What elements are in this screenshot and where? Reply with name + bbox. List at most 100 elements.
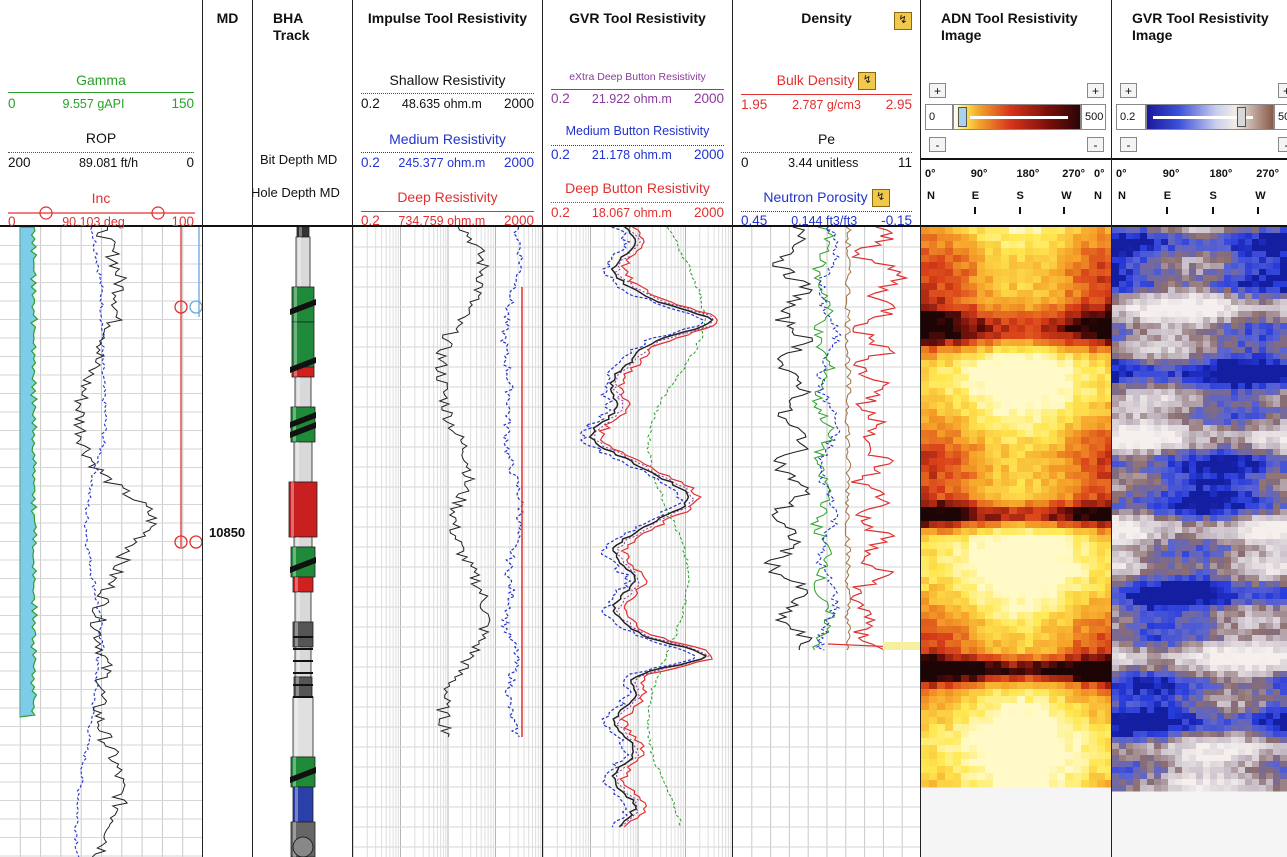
image-cell bbox=[969, 766, 978, 774]
pe-curve-name[interactable]: Pe bbox=[817, 131, 836, 147]
gvr-img-max-field[interactable]: 50 bbox=[1274, 104, 1287, 130]
image-cell bbox=[1112, 599, 1120, 606]
medium-curve-name[interactable]: Medium Resistivity bbox=[389, 131, 506, 147]
image-cell bbox=[1025, 549, 1034, 557]
image-cell bbox=[1133, 755, 1141, 762]
image-cell bbox=[1065, 493, 1074, 501]
gvr-img-color-scale-slider[interactable] bbox=[1146, 104, 1274, 130]
image-cell bbox=[1217, 725, 1225, 732]
image-cell bbox=[1196, 755, 1204, 762]
image-cell bbox=[1196, 257, 1204, 264]
image-cell bbox=[1231, 479, 1239, 486]
deep-min: 0.2 bbox=[361, 213, 380, 228]
gvr-img-slider-handle[interactable] bbox=[1237, 107, 1246, 127]
gvr-img-max-minus-button[interactable]: - bbox=[1278, 137, 1287, 152]
image-cell bbox=[1273, 617, 1281, 624]
image-cell bbox=[1081, 584, 1090, 592]
image-cell bbox=[1252, 389, 1260, 396]
image-cell bbox=[1217, 359, 1225, 366]
image-cell bbox=[977, 717, 986, 725]
image-cell bbox=[1057, 500, 1066, 508]
bulk-density-icon[interactable]: ↯ bbox=[858, 72, 877, 91]
image-cell bbox=[1252, 671, 1260, 678]
shallow-curve-name[interactable]: Shallow Resistivity bbox=[389, 72, 506, 88]
image-cell bbox=[1057, 430, 1066, 438]
image-cell bbox=[1140, 605, 1148, 612]
image-cell bbox=[1112, 419, 1120, 426]
image-cell bbox=[1175, 407, 1183, 414]
image-cell bbox=[1009, 444, 1018, 452]
image-cell bbox=[1189, 761, 1197, 768]
image-cell bbox=[1009, 724, 1018, 732]
image-cell bbox=[1147, 701, 1155, 708]
image-cell bbox=[1161, 473, 1169, 480]
image-cell bbox=[1203, 269, 1211, 276]
image-cell bbox=[1280, 749, 1287, 756]
image-cell bbox=[1245, 521, 1253, 528]
neutron-curve-name[interactable]: Neutron Porosity ↯ bbox=[733, 189, 920, 208]
image-cell bbox=[1203, 785, 1211, 792]
image-cell bbox=[1231, 407, 1239, 414]
adn-color-scale-slider[interactable] bbox=[953, 104, 1081, 130]
image-cell bbox=[1210, 335, 1218, 342]
gvr-img-min-field[interactable]: 0.2 bbox=[1116, 104, 1146, 130]
image-cell bbox=[1126, 749, 1134, 756]
gvr-medium-max: 2000 bbox=[693, 147, 724, 162]
image-cell bbox=[1224, 389, 1232, 396]
image-cell bbox=[1119, 509, 1127, 516]
image-cell bbox=[929, 472, 938, 480]
gamma-curve-name[interactable]: Gamma bbox=[76, 72, 126, 88]
image-cell bbox=[1252, 749, 1260, 756]
image-cell bbox=[1168, 455, 1176, 462]
image-cell bbox=[1196, 623, 1204, 630]
image-cell bbox=[1280, 665, 1287, 672]
gvr-medium-curve-name[interactable]: Medium Button Resistivity bbox=[565, 124, 710, 138]
image-cell bbox=[1140, 365, 1148, 372]
image-cell bbox=[1105, 696, 1111, 704]
image-cell bbox=[1259, 317, 1267, 324]
image-cell bbox=[1224, 755, 1232, 762]
adn-slider-min-handle[interactable] bbox=[958, 107, 967, 127]
gvr-img-max-plus-button[interactable]: + bbox=[1278, 83, 1287, 98]
adn-min-field[interactable]: 0 bbox=[925, 104, 953, 130]
image-cell bbox=[1175, 671, 1183, 678]
image-cell bbox=[1280, 257, 1287, 264]
image-cell bbox=[1001, 780, 1010, 788]
neutron-icon[interactable]: ↯ bbox=[871, 189, 890, 208]
rop-curve-name[interactable]: ROP bbox=[85, 130, 117, 146]
image-cell bbox=[1252, 461, 1260, 468]
deep-curve-name[interactable]: Deep Resistivity bbox=[397, 189, 498, 205]
image-cell bbox=[1057, 458, 1066, 466]
image-cell bbox=[1189, 539, 1197, 546]
image-cell bbox=[985, 556, 994, 564]
image-cell bbox=[1001, 570, 1010, 578]
adn-max-minus-button[interactable]: - bbox=[1087, 137, 1104, 152]
image-cell bbox=[1097, 276, 1106, 284]
gvr-img-min-minus-button[interactable]: - bbox=[1120, 137, 1137, 152]
image-cell bbox=[1140, 701, 1148, 708]
image-cell bbox=[1081, 311, 1090, 319]
image-cell bbox=[985, 528, 994, 536]
gvr-img-min-plus-button[interactable]: + bbox=[1120, 83, 1137, 98]
xdeep-curve-name[interactable]: eXtra Deep Button Resistivity bbox=[569, 71, 706, 83]
adn-min-plus-button[interactable]: + bbox=[929, 83, 946, 98]
image-cell bbox=[1280, 521, 1287, 528]
adn-max-plus-button[interactable]: + bbox=[1087, 83, 1104, 98]
density-settings-icon[interactable]: ↯ bbox=[894, 12, 912, 30]
bulk-density-curve-name[interactable]: Bulk Density ↯ bbox=[733, 72, 920, 91]
pe-unit: unitless bbox=[815, 156, 859, 170]
image-cell bbox=[1238, 575, 1246, 582]
image-cell bbox=[1224, 689, 1232, 696]
image-cell bbox=[1009, 675, 1018, 683]
image-cell bbox=[985, 486, 994, 494]
adn-min-minus-button[interactable]: - bbox=[929, 137, 946, 152]
image-cell bbox=[1210, 617, 1218, 624]
gvr-deep-curve-name[interactable]: Deep Button Resistivity bbox=[565, 180, 710, 196]
image-cell bbox=[1238, 557, 1246, 564]
image-cell bbox=[1182, 779, 1190, 786]
inc-curve-name[interactable]: Inc bbox=[91, 190, 111, 206]
image-cell bbox=[1217, 635, 1225, 642]
image-cell bbox=[1245, 479, 1253, 486]
image-cell bbox=[1025, 451, 1034, 459]
adn-max-field[interactable]: 500 bbox=[1081, 104, 1106, 130]
